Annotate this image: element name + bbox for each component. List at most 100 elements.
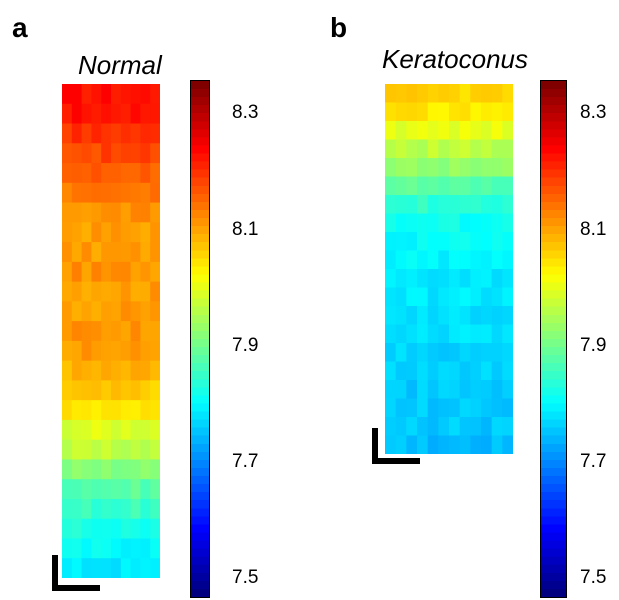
heatmap-cell bbox=[449, 250, 461, 270]
heatmap-cell bbox=[101, 242, 112, 263]
heatmap-cell bbox=[502, 121, 513, 141]
heatmap-cell bbox=[140, 459, 151, 480]
heatmap-cell bbox=[120, 439, 132, 461]
heatmap-cell bbox=[81, 340, 92, 362]
heatmap-cell bbox=[120, 301, 132, 322]
heatmap-cell bbox=[427, 121, 439, 141]
heatmap-cell bbox=[502, 102, 513, 122]
heatmap-cell bbox=[470, 269, 482, 289]
heatmap-cell bbox=[427, 176, 439, 196]
heatmap-cell bbox=[120, 202, 132, 223]
heatmap-cell bbox=[91, 261, 102, 283]
heatmap-cell bbox=[81, 242, 92, 263]
heatmap-cell bbox=[427, 84, 439, 104]
heatmap-cell bbox=[406, 361, 418, 381]
heatmap-cell bbox=[417, 213, 429, 233]
heatmap-cell bbox=[101, 182, 112, 204]
heatmap-cell bbox=[101, 281, 112, 302]
heatmap-cell bbox=[417, 306, 429, 326]
heatmap-cell bbox=[417, 398, 429, 418]
heatmap-cell bbox=[406, 398, 418, 418]
heatmap-cell bbox=[140, 182, 151, 204]
heatmap-cell bbox=[385, 102, 397, 122]
heatmap-cell bbox=[406, 324, 418, 344]
heatmap-cell bbox=[140, 340, 151, 362]
heatmap-cell bbox=[502, 324, 513, 344]
heatmap-cell bbox=[101, 261, 112, 283]
heatmap-cell bbox=[406, 269, 418, 289]
heatmap-cell bbox=[385, 121, 397, 141]
heatmap-cell bbox=[427, 343, 439, 363]
heatmap-cell bbox=[120, 143, 132, 164]
heatmap-cell bbox=[417, 176, 429, 196]
heatmap-cell bbox=[150, 143, 160, 164]
heatmap-cell bbox=[470, 213, 482, 233]
heatmap-cell bbox=[491, 195, 503, 215]
heatmap-cell bbox=[470, 232, 482, 252]
heatmap-cell bbox=[427, 213, 439, 233]
heatmap-cell bbox=[427, 417, 439, 437]
heatmap-cell bbox=[130, 360, 141, 381]
heatmap-cell bbox=[449, 176, 461, 196]
heatmap-cell bbox=[120, 281, 132, 302]
heatmap-cell bbox=[91, 360, 102, 381]
heatmap-cell bbox=[130, 261, 141, 283]
heatmap-cell bbox=[130, 163, 141, 184]
heatmap-cell bbox=[91, 84, 102, 105]
heatmap-cell bbox=[140, 163, 151, 184]
heatmap-cell bbox=[491, 435, 503, 454]
colorbar-tick: 7.5 bbox=[580, 567, 607, 588]
heatmap-cell bbox=[395, 176, 407, 196]
heatmap-cell bbox=[130, 301, 141, 322]
heatmap-cell bbox=[438, 176, 450, 196]
heatmap-cell bbox=[62, 419, 73, 441]
heatmap-cell bbox=[111, 498, 122, 520]
heatmap-cell bbox=[470, 121, 482, 141]
heatmap-cell bbox=[140, 242, 151, 263]
heatmap-cell bbox=[459, 361, 471, 381]
heatmap-cell bbox=[140, 419, 151, 441]
heatmap-cell bbox=[130, 479, 141, 500]
heatmap-cell bbox=[406, 435, 418, 454]
heatmap-cell bbox=[130, 242, 141, 263]
heatmap-cell bbox=[140, 222, 151, 243]
heatmap-cell bbox=[150, 222, 160, 243]
heatmap-cell bbox=[406, 121, 418, 141]
heatmap-cell bbox=[62, 340, 73, 362]
colorbar-tick: 7.5 bbox=[232, 567, 259, 588]
heatmap-cell bbox=[111, 143, 122, 164]
heatmap-cell bbox=[71, 419, 83, 441]
heatmap-cell bbox=[438, 232, 450, 252]
heatmap-cell bbox=[449, 324, 461, 344]
heatmap-cell bbox=[427, 306, 439, 326]
heatmap-cell bbox=[130, 518, 141, 540]
heatmap-cell bbox=[417, 232, 429, 252]
heatmap-cell bbox=[91, 321, 102, 342]
heatmap-cell bbox=[71, 360, 83, 381]
heatmap-cell bbox=[438, 324, 450, 344]
heatmap-cell bbox=[81, 479, 92, 500]
heatmap-cell bbox=[62, 143, 73, 164]
heatmap-cell bbox=[417, 417, 429, 437]
heatmap-cell bbox=[150, 261, 160, 283]
heatmap-cell bbox=[481, 361, 493, 381]
heatmap-cell bbox=[62, 380, 73, 401]
heatmap-cell bbox=[140, 143, 151, 164]
heatmap-cell bbox=[101, 84, 112, 105]
heatmap-cell bbox=[449, 306, 461, 326]
heatmap-cell bbox=[385, 84, 397, 104]
heatmap-cell bbox=[62, 558, 73, 578]
heatmap-cell bbox=[395, 361, 407, 381]
heatmap-cell bbox=[449, 213, 461, 233]
heatmap-cell bbox=[62, 103, 73, 125]
heatmap-cell bbox=[140, 538, 151, 559]
heatmap-cell bbox=[130, 459, 141, 480]
heatmap-cell bbox=[406, 343, 418, 363]
heatmap-cell bbox=[111, 380, 122, 401]
heatmap-cell bbox=[502, 417, 513, 437]
colorbar-tick: 8.1 bbox=[232, 219, 259, 240]
heatmap-cell bbox=[385, 287, 397, 307]
heatmap-cell bbox=[427, 435, 439, 454]
heatmap-cell bbox=[395, 380, 407, 400]
heatmap-cell bbox=[438, 250, 450, 270]
